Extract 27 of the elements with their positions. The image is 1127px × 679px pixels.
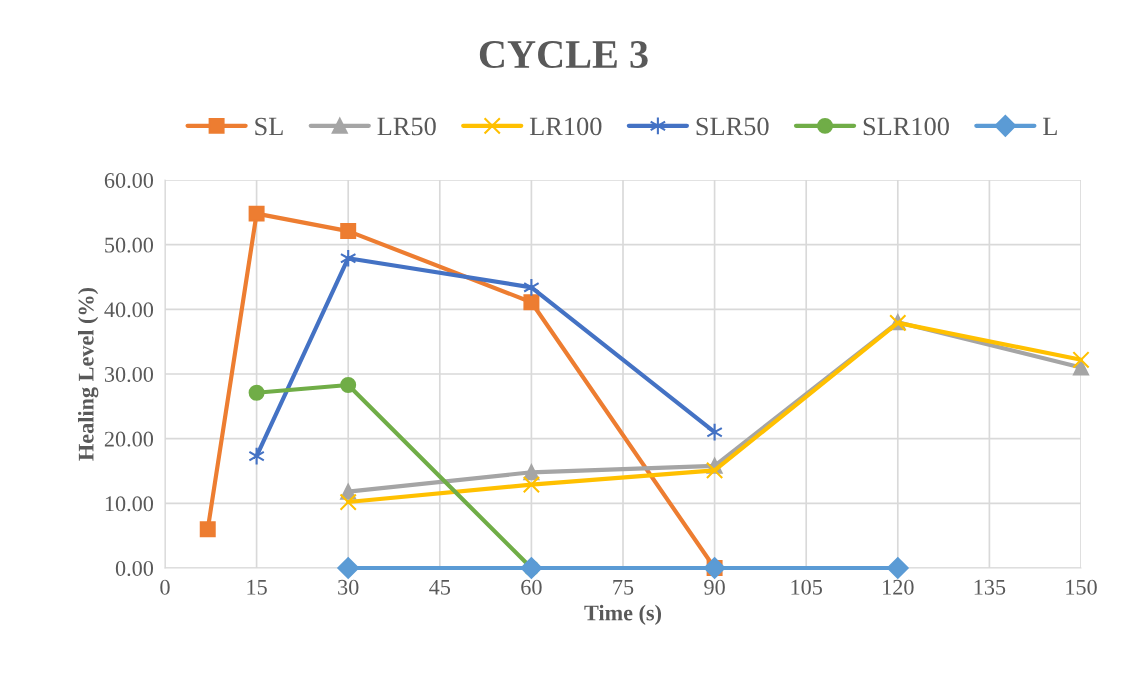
x-axis-title: Time (s) <box>584 604 662 625</box>
x-tick-label: 135 <box>974 579 1006 595</box>
x-tick-label: 75 <box>613 579 634 595</box>
x-tick-label: 15 <box>247 579 267 595</box>
x-tick-label: 45 <box>429 579 451 595</box>
x-tick-label: 60 <box>521 579 542 595</box>
x-tick-label: 0 <box>160 579 170 595</box>
y-tick-label: 0.00 <box>115 560 154 577</box>
legend-label: LR100 <box>529 117 602 136</box>
legend-label: L <box>1043 117 1057 136</box>
x-tick-label: 150 <box>1066 579 1097 595</box>
y-tick-label: 60.00 <box>104 172 154 189</box>
x-tick-label: 90 <box>704 579 725 595</box>
y-tick-label: 30.00 <box>104 366 154 383</box>
legend-label: SL <box>255 117 283 136</box>
x-tick-label: 30 <box>338 579 359 595</box>
legend-label: LR50 <box>377 117 436 136</box>
x-tick-label: 120 <box>883 579 914 595</box>
y-tick-label: 10.00 <box>105 496 154 512</box>
chart-title: CYCLE 3 <box>479 41 648 69</box>
x-tick-label: 105 <box>791 579 822 595</box>
y-axis-title: Healing Level (%) <box>78 287 99 461</box>
y-tick-label: 20.00 <box>104 431 154 447</box>
legend-label: SLR100 <box>863 117 949 136</box>
y-tick-label: 50.00 <box>105 237 154 253</box>
legend-label: SLR50 <box>696 117 769 136</box>
y-tick-label: 40.00 <box>104 302 154 318</box>
